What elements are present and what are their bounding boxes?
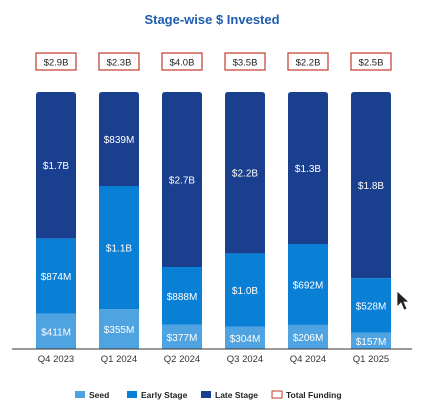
value-label-early-stage-q4-2024: $692M bbox=[293, 280, 324, 291]
bar-stacks: $411M $874M $1.7B $355M $1.1B $839M $377M $888M… bbox=[36, 92, 391, 349]
bar-seed-q1-2024 bbox=[99, 309, 139, 349]
legend-label: Early Stage bbox=[141, 390, 188, 400]
total-funding-box bbox=[35, 52, 77, 71]
total-funding-box bbox=[98, 52, 140, 71]
bar-early-stage-q3-2024 bbox=[225, 253, 265, 327]
bar-stack-q1-2025: $157M $528M $1.8B bbox=[351, 92, 391, 349]
value-label-seed-q1-2024: $355M bbox=[104, 325, 135, 336]
total-funding-label: $2.5B bbox=[359, 58, 384, 69]
total-funding-box bbox=[224, 52, 266, 71]
value-label-early-stage-q1-2024: $1.1B bbox=[106, 244, 132, 255]
legend-item-early-stage: Early Stage bbox=[127, 390, 188, 400]
bar-late-stage-q1-2025 bbox=[351, 92, 391, 279]
value-label-late-stage-q2-2024: $2.7B bbox=[169, 176, 195, 187]
bar-seed-q4-2023 bbox=[36, 313, 76, 349]
tick-label-q3-2024: Q3 2024 bbox=[227, 354, 263, 365]
total-funding-labels: $2.9B $2.3B $4.0B $3.5B $2.2B $2.5B bbox=[35, 52, 392, 71]
bar-early-stage-q1-2025 bbox=[351, 278, 391, 333]
value-label-late-stage-q4-2023: $1.7B bbox=[43, 161, 69, 172]
total-funding-label: $4.0B bbox=[170, 58, 195, 69]
value-label-seed-q4-2024: $206M bbox=[293, 333, 324, 344]
value-label-late-stage-q1-2025: $1.8B bbox=[358, 181, 384, 192]
tick-label-q2-2024: Q2 2024 bbox=[164, 354, 200, 365]
legend-swatch bbox=[271, 390, 283, 399]
bar-late-stage-q1-2024 bbox=[99, 92, 139, 186]
total-funding-label: $2.2B bbox=[296, 58, 321, 69]
legend-label: Late Stage bbox=[215, 390, 258, 400]
bar-late-stage-q3-2024 bbox=[225, 92, 265, 254]
tick-label-q4-2024: Q4 2024 bbox=[290, 354, 326, 365]
total-funding-q4-2023: $2.9B bbox=[35, 52, 77, 71]
total-funding-box bbox=[287, 52, 329, 71]
tick-label-q4-2023: Q4 2023 bbox=[38, 354, 74, 365]
value-label-seed-q2-2024: $377M bbox=[167, 333, 198, 344]
bar-stack-q2-2024: $377M $888M $2.7B bbox=[162, 92, 202, 349]
value-label-seed-q1-2025: $157M bbox=[356, 337, 387, 348]
legend-swatch bbox=[201, 391, 211, 398]
bar-early-stage-q4-2024 bbox=[288, 244, 328, 325]
total-funding-q4-2024: $2.2B bbox=[287, 52, 329, 71]
value-label-seed-q4-2023: $411M bbox=[41, 327, 71, 338]
value-label-early-stage-q2-2024: $888M bbox=[167, 292, 198, 303]
value-label-late-stage-q4-2024: $1.3B bbox=[295, 164, 321, 175]
bar-early-stage-q2-2024 bbox=[162, 267, 202, 325]
total-funding-label: $2.9B bbox=[44, 58, 69, 69]
total-funding-box bbox=[161, 52, 203, 71]
value-label-late-stage-q1-2024: $839M bbox=[104, 135, 135, 146]
x-axis-tick-labels: Q4 2023 Q1 2024 Q2 2024 Q3 2024 Q4 2024 Q1 20… bbox=[38, 354, 389, 365]
total-funding-q1-2024: $2.3B bbox=[98, 52, 140, 71]
tick-label-q1-2024: Q1 2024 bbox=[101, 354, 137, 365]
legend-item-total-funding: Total Funding bbox=[271, 390, 342, 400]
value-label-early-stage-q1-2025: $528M bbox=[356, 301, 387, 312]
legend-item-late-stage: Late Stage bbox=[201, 390, 258, 400]
total-funding-q1-2025: $2.5B bbox=[350, 52, 392, 71]
bar-early-stage-q1-2024 bbox=[99, 185, 139, 310]
total-funding-label: $3.5B bbox=[233, 58, 258, 69]
legend: Seed Early Stage Late Stage Total Funding bbox=[75, 390, 342, 400]
total-funding-label: $2.3B bbox=[107, 58, 132, 69]
bar-stack-q3-2024: $304M $1.0B $2.2B bbox=[225, 92, 265, 349]
value-label-seed-q3-2024: $304M bbox=[230, 334, 261, 345]
total-funding-q2-2024: $4.0B bbox=[161, 52, 203, 71]
total-funding-q3-2024: $3.5B bbox=[224, 52, 266, 71]
legend-item-seed: Seed bbox=[75, 390, 109, 400]
bar-stack-q4-2023: $411M $874M $1.7B bbox=[36, 92, 76, 349]
legend-label: Total Funding bbox=[286, 390, 342, 400]
bar-early-stage-q4-2023 bbox=[36, 238, 76, 314]
bar-seed-q3-2024 bbox=[225, 326, 265, 349]
bar-late-stage-q4-2024 bbox=[288, 92, 328, 245]
value-label-early-stage-q3-2024: $1.0B bbox=[232, 286, 258, 297]
value-label-early-stage-q4-2023: $874M bbox=[41, 272, 72, 283]
bar-stack-q4-2024: $206M $692M $1.3B bbox=[288, 92, 328, 349]
chart-title: Stage-wise $ Invested bbox=[144, 12, 279, 27]
legend-swatch bbox=[75, 391, 85, 398]
mouse-cursor-icon bbox=[396, 290, 411, 311]
value-label-late-stage-q3-2024: $2.2B bbox=[232, 169, 258, 180]
tick-label-q1-2025: Q1 2025 bbox=[353, 354, 389, 365]
bar-stack-q1-2024: $355M $1.1B $839M bbox=[99, 92, 139, 349]
legend-swatch bbox=[127, 391, 137, 398]
bar-late-stage-q2-2024 bbox=[162, 92, 202, 268]
bar-seed-q2-2024 bbox=[162, 324, 202, 349]
legend-label: Seed bbox=[89, 390, 109, 400]
bar-late-stage-q4-2023 bbox=[36, 92, 76, 239]
total-funding-box bbox=[350, 52, 392, 71]
bar-seed-q1-2025 bbox=[351, 332, 391, 349]
bar-seed-q4-2024 bbox=[288, 324, 328, 349]
